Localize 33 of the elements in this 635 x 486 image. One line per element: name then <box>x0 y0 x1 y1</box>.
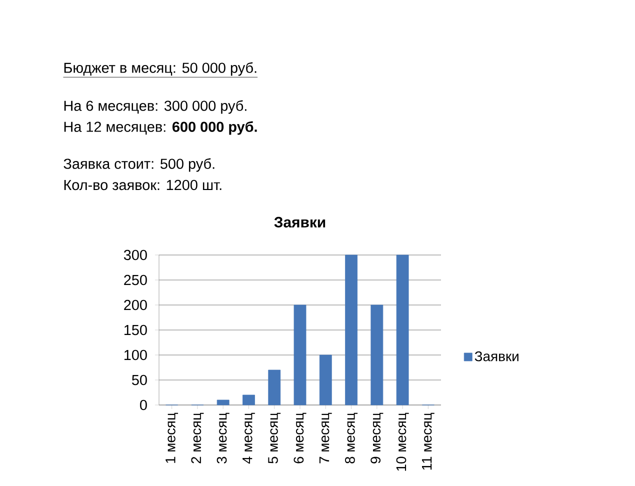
y-tick-label: 0 <box>140 400 147 410</box>
legend-label: Заявки <box>474 351 518 362</box>
y-tick-label: 200 <box>124 300 147 310</box>
x-tick-label: 4 месяц <box>242 412 255 464</box>
bar <box>294 304 306 406</box>
y-tick-label: 300 <box>124 250 147 260</box>
x-tick-label: 8 месяц <box>345 412 358 464</box>
text: Кол-во заявок: 1200 шт. <box>64 180 222 190</box>
x-tick-label: 9 месяц <box>370 412 384 464</box>
bar <box>396 254 409 406</box>
text: На 6 месяцев: 300 000 руб. <box>64 100 246 114</box>
text: На 12 месяцев: 600 000 руб. <box>64 121 257 135</box>
chart-title: Заявки <box>274 216 326 228</box>
bar <box>268 370 281 406</box>
x-tick-label: 7 месяц <box>319 412 332 464</box>
y-tick-label: 50 <box>132 374 147 386</box>
bar <box>242 394 255 406</box>
text: Заявка стоит: 500 руб. <box>64 158 214 172</box>
x-tick-label: 3 месяц <box>216 412 230 464</box>
bar <box>345 254 358 406</box>
x-tick-label: 1 месяц <box>166 412 178 463</box>
x-tick-label: 6 месяц <box>294 412 306 464</box>
x-tick-label: 2 месяц <box>191 412 204 464</box>
y-tick-label: 100 <box>124 350 147 360</box>
bar <box>370 304 384 406</box>
x-tick-label: 5 месяц <box>268 412 281 464</box>
y-tick-label: 150 <box>124 324 147 336</box>
x-tick-label: 10 месяц <box>396 412 409 471</box>
y-tick-label: 250 <box>124 274 147 286</box>
text: Бюджет в месяц: 50 000 руб. <box>64 62 256 76</box>
bar <box>216 400 230 406</box>
x-tick-label: 11 месяц <box>422 412 434 470</box>
bar <box>319 354 332 406</box>
